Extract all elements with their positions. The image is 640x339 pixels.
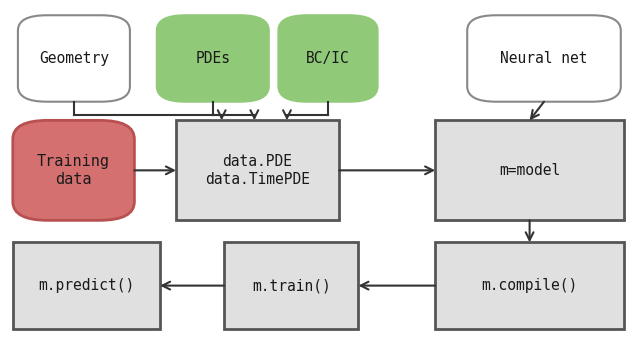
FancyBboxPatch shape [157, 15, 269, 102]
FancyBboxPatch shape [18, 15, 130, 102]
FancyBboxPatch shape [224, 242, 358, 329]
FancyBboxPatch shape [13, 120, 134, 220]
FancyBboxPatch shape [278, 15, 378, 102]
Text: Geometry: Geometry [39, 51, 109, 66]
Text: PDEs: PDEs [195, 51, 230, 66]
FancyBboxPatch shape [435, 120, 624, 220]
FancyBboxPatch shape [435, 242, 624, 329]
Text: Neural net: Neural net [500, 51, 588, 66]
Text: data.PDE
data.TimePDE: data.PDE data.TimePDE [205, 154, 310, 186]
FancyBboxPatch shape [176, 120, 339, 220]
Text: m=model: m=model [499, 163, 560, 178]
Text: m.predict(): m.predict() [38, 278, 134, 293]
FancyBboxPatch shape [13, 242, 160, 329]
Text: Training
data: Training data [37, 154, 110, 186]
Text: m.compile(): m.compile() [481, 278, 578, 293]
Text: m.train(): m.train() [252, 278, 331, 293]
Text: BC/IC: BC/IC [306, 51, 350, 66]
FancyBboxPatch shape [467, 15, 621, 102]
